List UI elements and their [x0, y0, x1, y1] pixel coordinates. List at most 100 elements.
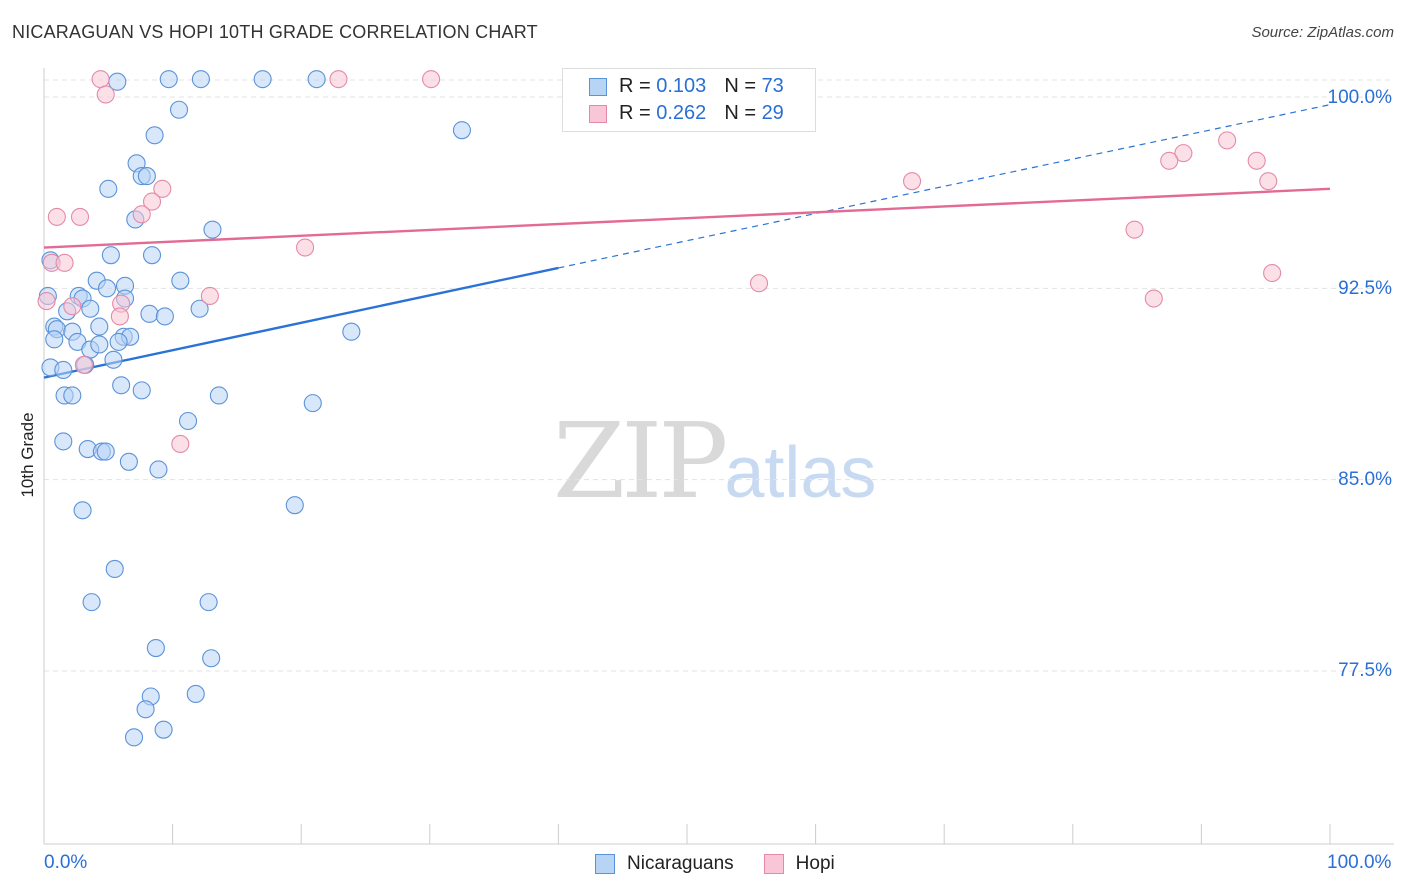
point-hopi — [749, 274, 769, 293]
point-nicaraguans — [81, 299, 100, 318]
point-nicaraguans — [178, 411, 198, 431]
point-hopi — [55, 253, 74, 272]
point-nicaraguans — [45, 330, 64, 349]
point-nicaraguans — [54, 432, 73, 451]
legend-r-value-hopi: 0.262 — [656, 102, 707, 124]
legend-label-nicaraguans: Nicaraguans — [627, 853, 734, 874]
point-nicaraguans — [202, 649, 221, 668]
point-nicaraguans — [145, 126, 164, 145]
point-nicaraguans — [82, 593, 101, 612]
point-nicaraguans — [253, 70, 272, 89]
point-hopi — [91, 70, 110, 89]
point-hopi — [329, 70, 348, 89]
point-nicaraguans — [112, 376, 131, 395]
trend-lines — [43, 104, 1331, 379]
point-nicaraguans — [101, 246, 120, 265]
legend-label-hopi: Hopi — [795, 853, 835, 874]
legend-row-nicaraguans: R = 0.103 N = 73 — [563, 73, 784, 100]
point-hopi — [1125, 220, 1144, 239]
point-nicaraguans — [109, 332, 128, 351]
point-nicaraguans — [342, 322, 361, 341]
point-nicaraguans — [149, 460, 168, 479]
point-hopi — [96, 85, 115, 104]
point-nicaraguans — [137, 167, 156, 186]
point-nicaraguans — [132, 381, 151, 400]
point-hopi — [1259, 172, 1278, 191]
point-hopi — [200, 286, 219, 306]
point-nicaraguans — [96, 442, 115, 461]
point-nicaraguans — [90, 317, 109, 336]
y-tick-label-100: 100.0% — [1327, 87, 1392, 108]
point-nicaraguans — [124, 728, 144, 747]
point-nicaraguans — [307, 70, 326, 89]
point-nicaraguans — [159, 70, 178, 89]
y-tick-label-77-5: 77.5% — [1338, 660, 1392, 681]
legend-swatch-nicaraguans — [595, 854, 615, 874]
legend-n-value-nicaraguans: 73 — [761, 75, 784, 97]
axes — [43, 68, 1394, 845]
point-hopi — [171, 434, 190, 454]
point-nicaraguans — [140, 304, 159, 323]
point-hopi — [47, 207, 66, 226]
point-nicaraguans — [191, 70, 210, 89]
point-nicaraguans — [142, 246, 162, 265]
y-tick-label-85: 85.0% — [1338, 469, 1392, 490]
x-tick-label-min: 0.0% — [44, 852, 88, 873]
point-nicaraguans — [285, 496, 304, 515]
point-hopi — [37, 292, 56, 311]
legend-swatch-hopi — [763, 854, 784, 874]
legend-n-value-hopi: 29 — [761, 102, 784, 124]
source-label: Source: ZipAtlas.com — [1251, 24, 1394, 41]
point-hopi — [1218, 131, 1237, 150]
point-nicaraguans — [155, 307, 174, 326]
point-nicaraguans — [199, 593, 218, 612]
stats-legend: R = 0.103 N = 73 R = 0.262 N = 29 — [562, 68, 816, 132]
point-nicaraguans — [452, 121, 472, 140]
point-nicaraguans — [119, 452, 138, 471]
point-hopi — [110, 307, 129, 326]
data-points — [37, 70, 1282, 747]
legend-swatch-hopi — [589, 104, 607, 123]
point-nicaraguans — [154, 720, 173, 739]
trend-line-nicaraguans — [43, 266, 559, 379]
grid-lines — [44, 79, 1394, 672]
legend-item-hopi[interactable]: Hopi — [763, 853, 835, 875]
point-nicaraguans — [146, 638, 165, 658]
legend-r-label: R = — [619, 75, 651, 97]
point-nicaraguans — [136, 700, 155, 719]
point-hopi — [74, 355, 93, 374]
point-hopi — [1247, 151, 1266, 170]
point-hopi — [70, 207, 90, 226]
point-nicaraguans — [190, 299, 209, 318]
point-hopi — [296, 238, 315, 257]
legend-swatch-nicaraguans — [589, 77, 607, 96]
y-tick-label-92-5: 92.5% — [1338, 278, 1392, 299]
point-nicaraguans — [54, 360, 73, 380]
point-nicaraguans — [209, 386, 228, 405]
legend-r-label: R = — [619, 102, 651, 124]
series-legend: Nicaraguans Hopi — [595, 853, 865, 875]
point-hopi — [153, 179, 172, 198]
point-nicaraguans — [171, 271, 190, 290]
point-nicaraguans — [169, 100, 189, 119]
legend-n-label: N = — [724, 75, 756, 97]
point-nicaraguans — [73, 501, 92, 520]
point-hopi — [142, 192, 162, 211]
point-hopi — [1174, 144, 1193, 163]
point-nicaraguans — [186, 684, 205, 704]
watermark-atlas: atlas — [724, 433, 877, 513]
point-hopi — [1144, 289, 1163, 308]
point-hopi — [422, 70, 441, 89]
point-nicaraguans — [104, 350, 123, 369]
point-nicaraguans — [303, 394, 322, 413]
trend-line-hopi — [43, 187, 1331, 249]
legend-item-nicaraguans[interactable]: Nicaraguans — [595, 853, 734, 875]
watermark-zip: ZIP — [553, 400, 728, 522]
point-hopi — [63, 297, 82, 316]
point-hopi — [1263, 263, 1282, 283]
point-nicaraguans — [63, 386, 82, 405]
legend-row-hopi: R = 0.262 N = 29 — [563, 100, 784, 127]
point-nicaraguans — [203, 220, 222, 239]
point-nicaraguans — [105, 559, 124, 579]
point-nicaraguans — [99, 179, 118, 198]
